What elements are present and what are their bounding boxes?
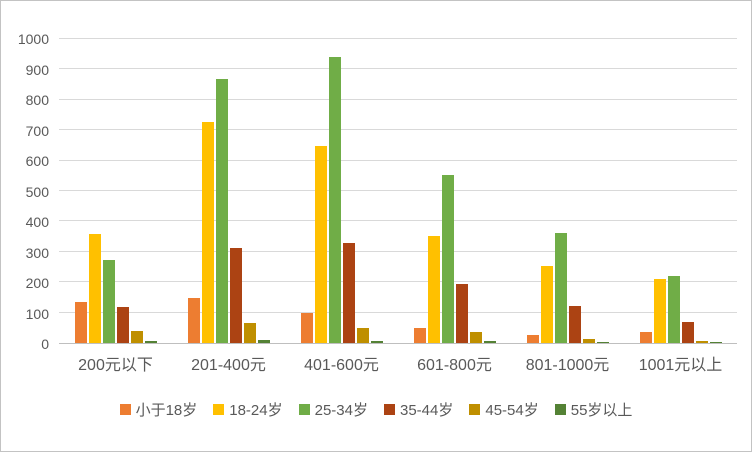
bar-group	[624, 39, 737, 343]
gridline	[59, 220, 737, 222]
bar	[144, 341, 157, 343]
bar	[356, 327, 369, 343]
bar-group	[398, 39, 511, 343]
bar	[639, 331, 652, 343]
y-tick-label: 500	[25, 183, 49, 200]
bar-group	[511, 39, 624, 343]
bar	[187, 298, 200, 343]
bar	[709, 342, 722, 343]
legend-label: 18-24岁	[229, 402, 283, 419]
x-tick-label: 201-400元	[191, 357, 266, 374]
legend-item: 25-34岁	[298, 399, 368, 420]
legend-label: 45-54岁	[485, 402, 539, 419]
bar	[257, 339, 270, 343]
bar	[554, 232, 567, 343]
legend-label: 小于18岁	[135, 402, 198, 419]
bar	[455, 284, 468, 343]
y-tick-label: 200	[25, 275, 49, 291]
bar	[88, 234, 101, 343]
y-tick-label: 300	[25, 244, 49, 261]
bar	[483, 340, 496, 343]
legend-label: 55岁以上	[570, 402, 633, 419]
bar	[102, 260, 115, 343]
legend-item: 18-24岁	[213, 399, 283, 420]
legend-item: 55岁以上	[554, 399, 633, 420]
bar	[116, 307, 129, 343]
bar	[596, 342, 609, 343]
bar-group	[172, 39, 285, 343]
legend: 小于18岁 18-24岁 25-34岁 35-44岁 45-54岁 55岁以上	[1, 399, 751, 420]
y-tick-label: 100	[25, 305, 49, 322]
bar	[201, 122, 214, 343]
bar	[695, 340, 708, 343]
x-tick-label: 801-1000元	[525, 357, 610, 374]
bar	[342, 242, 355, 343]
bar	[300, 313, 313, 343]
gridline	[59, 129, 737, 131]
legend-item: 小于18岁	[119, 399, 198, 420]
legend-swatch-icon	[554, 404, 566, 415]
bar	[229, 248, 242, 343]
gridline	[59, 159, 737, 161]
legend-item: 35-44岁	[384, 399, 453, 420]
bars-container	[59, 39, 737, 343]
gridline	[59, 68, 737, 70]
x-tick-label: 401-600元	[304, 357, 379, 374]
legend-swatch-icon	[119, 404, 131, 415]
bar	[540, 266, 553, 343]
bar	[568, 305, 581, 343]
bar	[243, 323, 256, 343]
y-tick-label: 400	[25, 214, 49, 230]
gridline	[59, 98, 737, 100]
bar	[215, 79, 228, 343]
bar	[526, 334, 539, 343]
legend-swatch-icon	[469, 404, 481, 415]
bar	[328, 57, 341, 343]
bar	[130, 330, 143, 343]
plot-area	[59, 38, 737, 344]
bar	[413, 327, 426, 343]
gridline	[59, 190, 737, 191]
bar	[314, 146, 327, 343]
legend-swatch-icon	[298, 404, 310, 415]
y-tick-label: 0	[41, 336, 49, 352]
bar	[653, 279, 666, 343]
y-tick-label: 800	[25, 92, 49, 108]
legend-item: 45-54岁	[469, 399, 539, 420]
bar	[681, 321, 694, 343]
bar	[74, 301, 87, 343]
legend-swatch-icon	[384, 404, 395, 415]
y-tick-label: 700	[25, 122, 49, 139]
bar	[427, 235, 440, 343]
bar-group	[59, 39, 172, 343]
gridline	[59, 311, 737, 313]
bar	[469, 332, 482, 343]
bar	[441, 174, 454, 343]
legend-label: 25-34岁	[314, 402, 368, 419]
gridline	[59, 281, 737, 283]
gridline	[59, 250, 737, 252]
gridline	[59, 38, 737, 39]
legend-label: 35-44岁	[400, 402, 454, 419]
bar	[667, 276, 680, 343]
bar	[370, 340, 383, 343]
x-tick-label: 601-800元	[417, 357, 492, 374]
bar	[582, 339, 595, 343]
y-tick-label: 900	[25, 61, 49, 78]
x-tick-label: 200元以下	[78, 357, 153, 374]
y-tick-label: 1000	[17, 31, 49, 47]
y-axis-labels: 0 100 200 300 400 500 600 700 800 900 1000	[1, 32, 49, 351]
x-tick-label: 1001元以上	[638, 357, 723, 374]
y-tick-label: 600	[25, 153, 49, 169]
bar-group	[285, 39, 398, 343]
legend-swatch-icon	[213, 404, 225, 415]
x-axis-labels: 200元以下 201-400元 401-600元 601-800元 801-1000元 1…	[59, 353, 737, 379]
